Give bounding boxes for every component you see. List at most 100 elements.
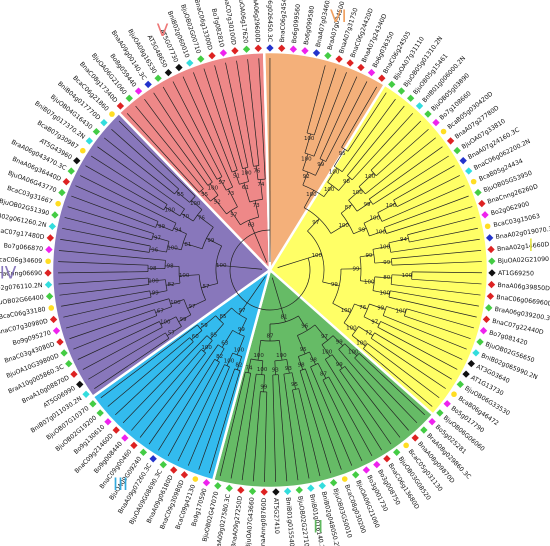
internal-branch: [330, 222, 349, 234]
support-value: 61: [242, 185, 249, 191]
node-arc: [231, 169, 238, 173]
leaf-marker-green: [393, 448, 401, 456]
node-arc: [319, 158, 326, 162]
support-value: 100: [170, 300, 181, 306]
internal-branch: [359, 254, 374, 258]
leaf-marker-green: [60, 349, 68, 357]
leaf-marker-cyan: [48, 222, 57, 231]
leaf-label: BjuOB02G22710: [296, 496, 310, 546]
root-branch: [254, 232, 268, 263]
leaf-branch: [80, 175, 177, 224]
internal-branch: [344, 343, 358, 356]
support-value: 99: [365, 253, 372, 259]
support-value: 99: [377, 305, 384, 311]
node-arc: [175, 316, 182, 327]
node-arc: [321, 335, 334, 346]
leaf-branch: [69, 309, 155, 340]
support-value: 52: [214, 200, 221, 206]
internal-branch: [248, 220, 255, 234]
internal-branch: [216, 348, 225, 361]
leaf-branch: [380, 321, 463, 360]
leaf-label: BcaC06g34609: [0, 256, 42, 265]
leaf-branch: [313, 72, 347, 157]
support-value: 100: [216, 263, 227, 269]
leaf-branch: [182, 76, 233, 188]
support-value: 87: [345, 205, 352, 211]
internal-branch: [307, 218, 320, 232]
leaf-branch: [365, 137, 436, 195]
leaf-branch: [100, 324, 198, 399]
node-arc: [322, 376, 329, 381]
leaf-marker-black: [467, 359, 475, 368]
support-value: 97: [312, 220, 319, 226]
node-arc: [304, 152, 315, 157]
leaf-branch: [64, 217, 152, 241]
support-value: 99: [317, 162, 324, 168]
leaf-marker-green: [58, 188, 66, 197]
leaf-markers: [44, 44, 496, 496]
support-value: 55: [201, 192, 208, 198]
leaf-marker-blue: [266, 44, 274, 52]
support-value: 100: [257, 367, 268, 373]
leaf-marker-red: [486, 292, 495, 300]
internal-branch: [160, 316, 177, 325]
leaf-marker-red: [254, 44, 262, 52]
leaf-branch: [131, 349, 202, 431]
support-value: 100: [167, 245, 178, 251]
leaf-branch: [391, 250, 482, 260]
node-arc: [274, 359, 287, 362]
node-arc: [363, 343, 368, 349]
node-arc: [377, 212, 383, 222]
node-arc: [192, 209, 203, 222]
node-arc: [368, 198, 374, 205]
internal-branch: [236, 356, 243, 370]
support-value: 100: [365, 174, 376, 180]
internal-branch: [170, 299, 185, 305]
leaf-branch: [58, 250, 166, 261]
node-arc: [307, 230, 325, 283]
internal-branch: [363, 215, 380, 224]
internal-branch: [369, 303, 386, 310]
root-branch: [246, 276, 266, 304]
internal-branch: [338, 177, 351, 191]
leaf-branch: [58, 277, 149, 285]
internal-branch: [374, 276, 392, 279]
support-value: 100: [164, 207, 175, 213]
internal-branch: [332, 302, 351, 313]
leaf-marker-green: [295, 486, 303, 494]
support-value: 74: [257, 182, 264, 188]
internal-branch: [331, 354, 343, 369]
leaf-branch: [66, 298, 170, 329]
leaf-marker-red: [482, 315, 491, 324]
leaf-marker-red: [170, 466, 178, 474]
sector-group-II: [211, 267, 435, 490]
internal-branch: [348, 188, 362, 201]
leaf-marker-cyan: [100, 118, 108, 127]
internal-branch: [247, 358, 252, 373]
support-value: 98: [150, 266, 157, 272]
leaf-branch: [386, 206, 473, 234]
leaf-label: BjuOA07G43660: [245, 497, 256, 546]
internal-branch: [308, 253, 322, 259]
leaf-branch: [60, 239, 150, 253]
leaf-branch: [325, 359, 382, 451]
node-arc: [199, 188, 204, 193]
support-value: 99: [336, 340, 343, 346]
node-arc: [232, 352, 242, 357]
leaf-marker-green: [485, 304, 493, 312]
support-value: 100: [356, 340, 367, 346]
internal-branch: [213, 197, 227, 215]
leaf-marker-magenta: [104, 418, 112, 426]
leaf-marker-green: [67, 167, 75, 175]
leaf-marker-red: [112, 426, 120, 434]
leaf-label: BnaC06g24540D: [279, 0, 289, 43]
support-value: 93: [285, 366, 292, 372]
leaf-marker-cyan: [85, 137, 94, 145]
node-arc: [165, 332, 170, 339]
leaf-branch: [393, 165, 455, 201]
support-value: 97: [189, 304, 196, 310]
internal-branch: [303, 190, 315, 208]
node-arc: [393, 199, 398, 207]
node-arc: [302, 169, 316, 176]
internal-branch: [372, 290, 390, 295]
